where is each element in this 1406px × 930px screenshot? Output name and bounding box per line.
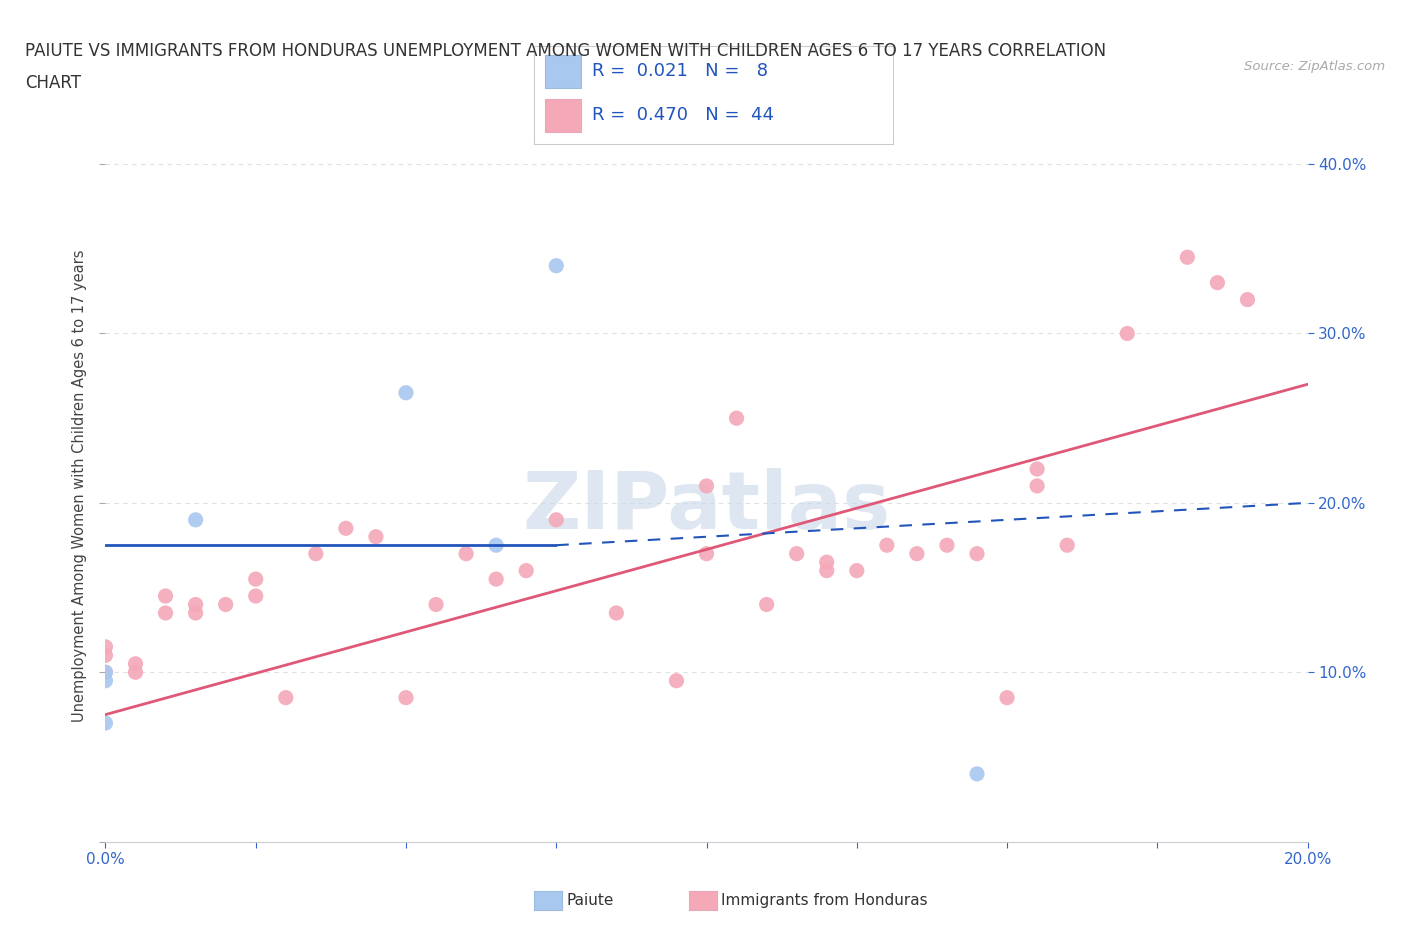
Y-axis label: Unemployment Among Women with Children Ages 6 to 17 years: Unemployment Among Women with Children A… xyxy=(72,249,87,723)
Point xyxy=(124,657,146,671)
Point xyxy=(905,546,928,561)
Text: Source: ZipAtlas.com: Source: ZipAtlas.com xyxy=(1244,60,1385,73)
Point xyxy=(94,673,117,688)
Point xyxy=(1175,250,1198,265)
Point xyxy=(665,673,688,688)
Point xyxy=(696,546,718,561)
Point xyxy=(815,564,838,578)
Point xyxy=(124,665,146,680)
Point xyxy=(936,538,959,552)
Point xyxy=(395,690,418,705)
Bar xyxy=(546,55,581,88)
Point xyxy=(1236,292,1258,307)
Point xyxy=(335,521,357,536)
Text: CHART: CHART xyxy=(25,74,82,92)
Point xyxy=(184,605,207,620)
Point xyxy=(454,546,477,561)
Point xyxy=(94,716,117,731)
Text: R =  0.470   N =  44: R = 0.470 N = 44 xyxy=(592,106,773,125)
Point xyxy=(786,546,808,561)
Text: R =  0.021   N =   8: R = 0.021 N = 8 xyxy=(592,62,768,80)
Point xyxy=(696,479,718,494)
Point xyxy=(395,385,418,400)
Point xyxy=(966,546,988,561)
Point xyxy=(815,554,838,569)
Point xyxy=(485,538,508,552)
Point xyxy=(845,564,868,578)
Point xyxy=(966,766,988,781)
Point xyxy=(94,648,117,663)
Text: ZIPatlas: ZIPatlas xyxy=(523,469,890,546)
Text: Immigrants from Honduras: Immigrants from Honduras xyxy=(721,893,928,908)
Point xyxy=(515,564,537,578)
Point xyxy=(546,512,568,527)
Point xyxy=(1056,538,1078,552)
Point xyxy=(1026,479,1049,494)
Text: PAIUTE VS IMMIGRANTS FROM HONDURAS UNEMPLOYMENT AMONG WOMEN WITH CHILDREN AGES 6: PAIUTE VS IMMIGRANTS FROM HONDURAS UNEMP… xyxy=(25,42,1107,60)
Point xyxy=(94,640,117,655)
Point xyxy=(155,589,177,604)
Point xyxy=(245,572,267,587)
Point xyxy=(245,589,267,604)
Point xyxy=(1116,326,1139,341)
Point xyxy=(995,690,1018,705)
Point xyxy=(184,512,207,527)
Point xyxy=(1026,461,1049,476)
Point xyxy=(305,546,328,561)
Point xyxy=(1206,275,1229,290)
Point xyxy=(425,597,447,612)
Point xyxy=(214,597,236,612)
Point xyxy=(364,529,387,544)
Point xyxy=(155,605,177,620)
Bar xyxy=(546,100,581,132)
Point xyxy=(755,597,778,612)
Point xyxy=(184,597,207,612)
Point xyxy=(876,538,898,552)
Point xyxy=(605,605,627,620)
Point xyxy=(94,665,117,680)
Point xyxy=(546,259,568,273)
Point xyxy=(485,572,508,587)
Point xyxy=(274,690,297,705)
Point xyxy=(725,411,748,426)
Text: Paiute: Paiute xyxy=(567,893,614,908)
Point xyxy=(94,665,117,680)
